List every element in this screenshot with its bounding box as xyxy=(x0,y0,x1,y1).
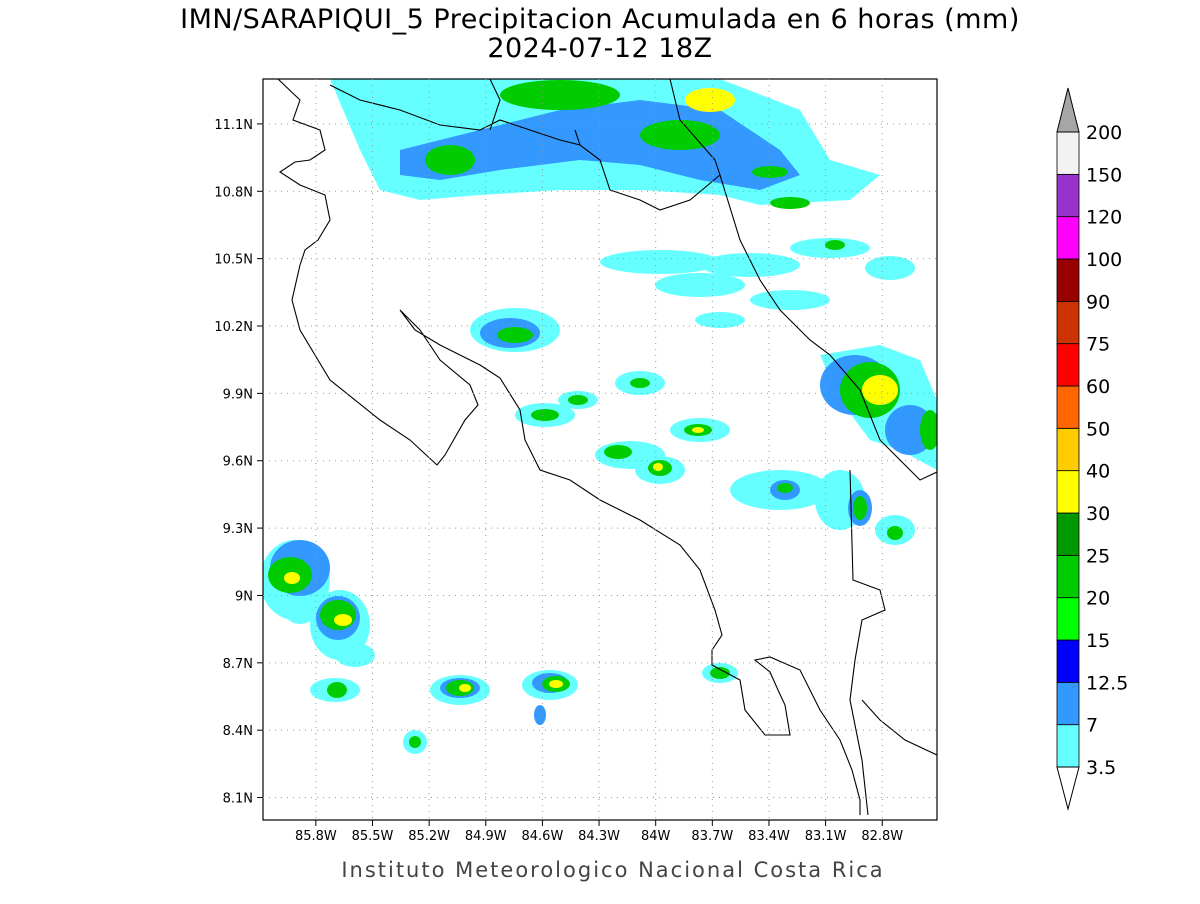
colorbar-segment xyxy=(1056,216,1080,260)
y-tick-label: 9.6N xyxy=(223,455,253,470)
colorbar-segment xyxy=(1056,681,1080,726)
colorbar-label: 75 xyxy=(1086,334,1110,356)
colorbar-label: 12.5 xyxy=(1086,672,1128,694)
colorbar-segment xyxy=(1056,597,1080,641)
precip-field xyxy=(263,79,937,754)
colorbar-segment xyxy=(1056,131,1080,175)
y-tick-label: 10.8N xyxy=(214,185,253,200)
colorbar-segment xyxy=(1056,639,1080,683)
y-tick-label: 8.7N xyxy=(223,657,253,672)
subtitle: 2024-07-12 18Z xyxy=(487,33,712,64)
colorbar-segment xyxy=(1056,470,1080,514)
colorbar-segment xyxy=(1056,512,1080,556)
y-tick-label: 9.3N xyxy=(223,522,253,537)
colorbar-over xyxy=(1056,87,1080,133)
colorbar-label: 40 xyxy=(1086,461,1110,483)
coastlines xyxy=(277,79,937,816)
x-tick-label: 84.9W xyxy=(465,829,507,844)
x-tick-label: 84.6W xyxy=(522,829,564,844)
y-tick-label: 8.4N xyxy=(223,724,253,739)
y-tick-label: 10.5N xyxy=(214,253,253,268)
colorbar-label: 25 xyxy=(1086,545,1110,567)
colorbar-segment xyxy=(1056,724,1080,768)
colorbar-under xyxy=(1056,766,1080,811)
y-tick-label: 11.1N xyxy=(214,118,253,133)
x-tick-label: 82.8W xyxy=(861,829,903,844)
y-tick-label: 8.1N xyxy=(223,792,253,807)
y-tick-label: 10.2N xyxy=(214,320,253,335)
colorbar-label: 60 xyxy=(1086,376,1110,398)
footer: Instituto Meteorologico Nacional Costa R… xyxy=(341,858,884,882)
map-frame xyxy=(262,78,938,821)
x-tick-label: 84W xyxy=(641,829,671,844)
colorbar-segment xyxy=(1056,385,1080,429)
colorbar-segment xyxy=(1056,258,1080,302)
x-tick-label: 84.3W xyxy=(578,829,620,844)
colorbar-segment xyxy=(1056,300,1080,345)
title: IMN/SARAPIQUI_5 Precipitacion Acumulada … xyxy=(180,4,1020,35)
x-tick-label: 85.2W xyxy=(408,829,450,844)
colorbar-label: 200 xyxy=(1086,122,1122,144)
colorbar-segment xyxy=(1056,343,1080,387)
colorbar-segment xyxy=(1056,427,1080,472)
colorbar-segment xyxy=(1056,554,1080,599)
x-tick-label: 83.4W xyxy=(748,829,790,844)
y-tick-label: 9.9N xyxy=(223,387,253,402)
colorbar-label: 120 xyxy=(1086,207,1122,229)
x-tick-label: 83.1W xyxy=(805,829,847,844)
colorbar-label: 150 xyxy=(1086,164,1122,186)
colorbar-label: 15 xyxy=(1086,630,1110,652)
colorbar-label: 20 xyxy=(1086,588,1110,610)
colorbar-label: 3.5 xyxy=(1086,757,1116,779)
x-tick-label: 85.8W xyxy=(295,829,337,844)
colorbar-label: 100 xyxy=(1086,249,1122,271)
colorbar-label: 7 xyxy=(1086,715,1098,737)
colorbar-segment xyxy=(1056,173,1080,218)
colorbar-label: 50 xyxy=(1086,418,1110,440)
colorbar-label: 30 xyxy=(1086,503,1110,525)
x-tick-label: 85.5W xyxy=(352,829,394,844)
y-tick-label: 9N xyxy=(235,589,253,604)
colorbar-label: 90 xyxy=(1086,291,1110,313)
x-tick-label: 83.7W xyxy=(691,829,733,844)
